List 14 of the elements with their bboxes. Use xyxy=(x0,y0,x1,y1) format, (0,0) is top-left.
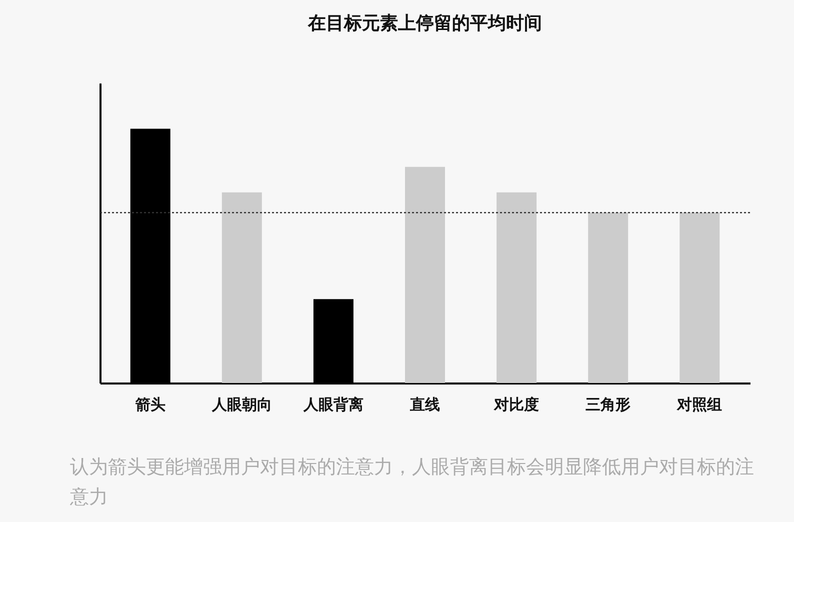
x-tick-label: 人眼朝向 xyxy=(210,396,272,414)
x-tick-label: 对比度 xyxy=(493,396,540,414)
x-tick-label: 对照组 xyxy=(676,396,722,414)
bar xyxy=(222,192,262,383)
x-tick-label: 直线 xyxy=(409,396,440,414)
text: 认为箭头更能增强用户对目标的注意力，人眼背离目标会明显降低用户对目标的注意力 xyxy=(69,456,754,508)
x-tick-label: 三角形 xyxy=(586,396,631,414)
bar xyxy=(588,212,628,383)
x-tick-label: 人眼背离 xyxy=(302,396,364,414)
x-tick-label: 箭头 xyxy=(134,396,166,414)
bar xyxy=(680,212,720,383)
bar xyxy=(405,166,445,383)
chart-title: 在目标元素上停留的平均时间 xyxy=(307,13,542,34)
bar xyxy=(496,192,537,383)
